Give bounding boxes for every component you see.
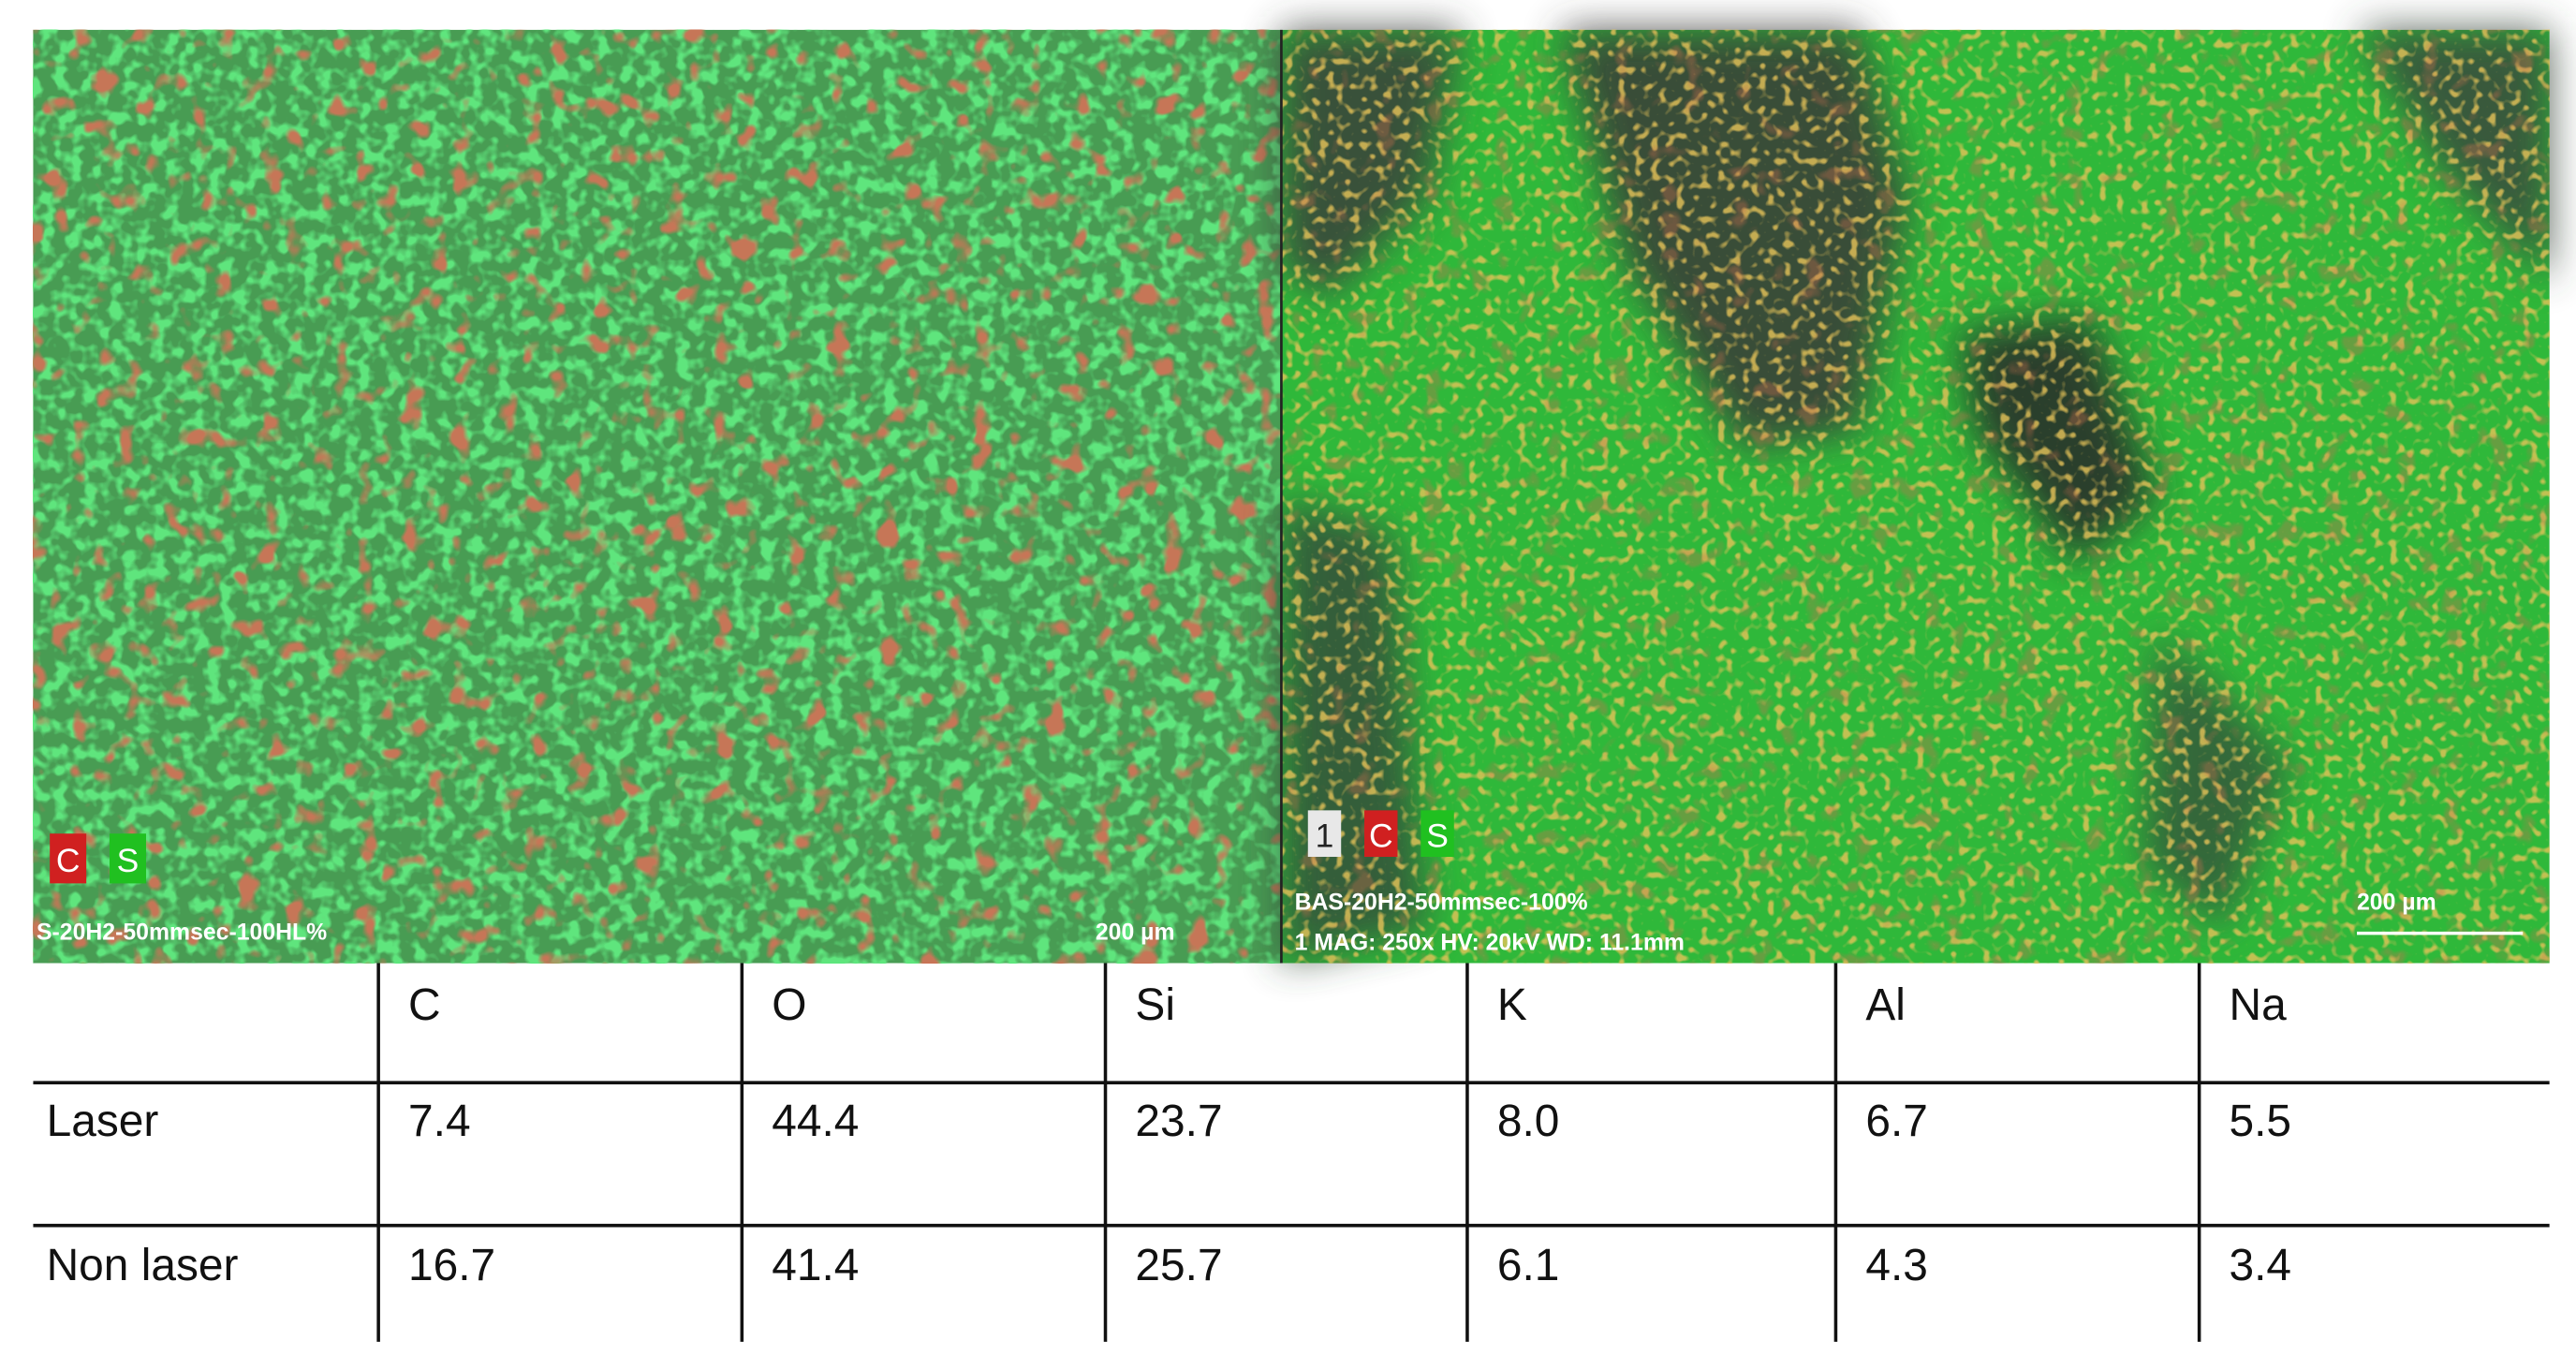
table-cell: 6.7 [1865, 1097, 1928, 1146]
row-label: Non laser [47, 1241, 239, 1290]
map-label: C [56, 842, 81, 879]
right-map [1281, 29, 2550, 964]
header-cell: Na [2230, 980, 2288, 1030]
map-info: 1 MAG: 250x HV: 20kV WD: 11.1mm [1295, 930, 1685, 955]
row-label: Laser [47, 1097, 159, 1146]
scale-label: 200 µm [2357, 891, 2436, 916]
header-cell: C [408, 980, 441, 1030]
map-label: S [1426, 817, 1449, 854]
table: C O Si K Al Na Laser 7.4 44.4 23.7 8.0 6.7 5.5 Non la… [33, 963, 2550, 1342]
header-cell: O [772, 980, 806, 1030]
header-cell: Si [1135, 980, 1175, 1030]
table-cell: 3.4 [2230, 1241, 2292, 1290]
scale-label: 200 µm [1096, 921, 1175, 946]
header-cell: Al [1865, 980, 1906, 1030]
table-cell: 5.5 [2230, 1097, 2292, 1146]
table-cell: 25.7 [1135, 1241, 1222, 1290]
left-map [33, 29, 1282, 964]
map-caption: S-20H2-50mmsec-100HL% [37, 921, 327, 946]
map-label: C [1369, 817, 1393, 854]
table-cell: 4.3 [1865, 1241, 1928, 1290]
table-cell: 6.1 [1497, 1241, 1560, 1290]
table-cell: 44.4 [772, 1097, 859, 1146]
header-cell: K [1497, 980, 1527, 1030]
map-caption: BAS-20H2-50mmsec-100% [1295, 891, 1588, 916]
table-cell: 7.4 [408, 1097, 471, 1146]
table-cell: 16.7 [408, 1241, 495, 1290]
map-label: 1 [1316, 817, 1334, 854]
table-cell: 8.0 [1497, 1097, 1560, 1146]
table-cell: 41.4 [772, 1241, 859, 1290]
table-cell: 23.7 [1135, 1097, 1222, 1146]
map-label: S [117, 842, 140, 879]
